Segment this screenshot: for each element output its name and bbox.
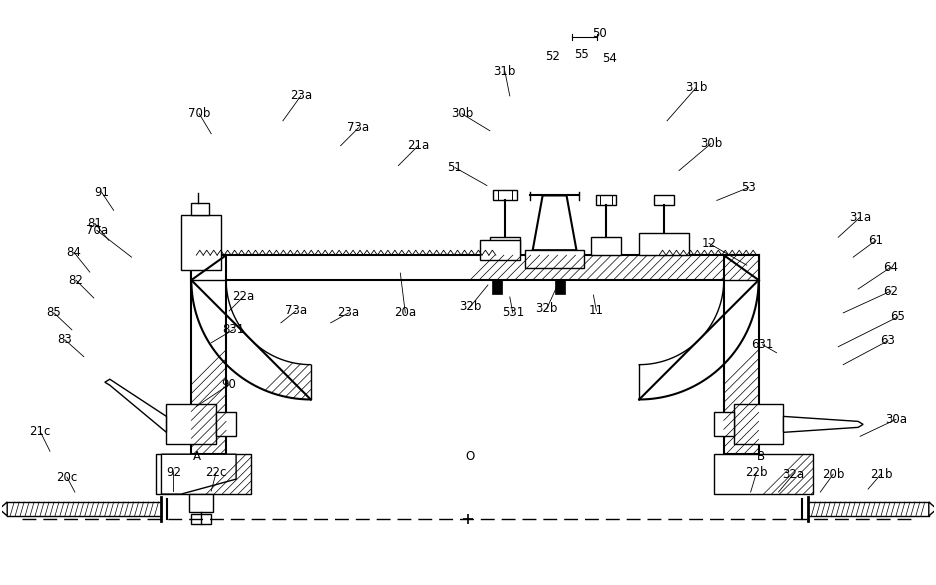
Text: 831: 831 — [222, 324, 244, 336]
Text: 11: 11 — [589, 304, 604, 318]
Text: 531: 531 — [502, 307, 524, 319]
Text: 92: 92 — [166, 466, 181, 479]
Polygon shape — [533, 195, 577, 250]
Text: 30a: 30a — [885, 413, 907, 426]
Text: 22b: 22b — [745, 466, 768, 479]
Text: A: A — [194, 450, 201, 463]
Text: 54: 54 — [602, 51, 617, 64]
Text: 31b: 31b — [685, 81, 707, 94]
Polygon shape — [929, 502, 936, 516]
Bar — [191, 204, 210, 215]
Text: 83: 83 — [57, 333, 72, 346]
Text: 63: 63 — [881, 334, 896, 347]
Bar — [216, 412, 236, 436]
Bar — [525, 250, 584, 268]
Text: 21b: 21b — [870, 467, 892, 481]
Text: 30b: 30b — [700, 137, 722, 150]
Bar — [639, 233, 689, 255]
Bar — [654, 195, 674, 205]
Text: 64: 64 — [884, 261, 899, 274]
Text: 50: 50 — [592, 27, 607, 40]
Bar — [492, 280, 502, 294]
Text: 32b: 32b — [535, 302, 558, 315]
Text: 31a: 31a — [849, 211, 871, 224]
Bar — [493, 191, 517, 201]
Bar — [189, 494, 213, 512]
Text: 62: 62 — [884, 284, 899, 298]
Bar — [191, 514, 212, 524]
Text: B: B — [756, 450, 765, 463]
Text: 90: 90 — [222, 378, 237, 391]
Bar — [156, 454, 251, 494]
Polygon shape — [162, 454, 236, 494]
Text: 22a: 22a — [232, 291, 255, 304]
Text: 51: 51 — [447, 161, 462, 174]
Bar — [592, 238, 622, 255]
Bar — [191, 255, 758, 280]
Text: 65: 65 — [890, 311, 905, 324]
Polygon shape — [783, 417, 863, 432]
Polygon shape — [105, 379, 167, 432]
Text: 20b: 20b — [822, 467, 844, 481]
Text: 21c: 21c — [29, 425, 51, 438]
Bar — [167, 404, 216, 444]
Text: 21a: 21a — [407, 139, 430, 152]
Text: 91: 91 — [95, 186, 110, 199]
Bar — [555, 280, 564, 294]
Text: 84: 84 — [66, 246, 81, 259]
Bar — [714, 412, 734, 436]
Text: 70b: 70b — [188, 108, 211, 121]
Polygon shape — [0, 502, 7, 516]
Bar — [714, 454, 813, 494]
Text: 82: 82 — [68, 274, 83, 287]
Text: 55: 55 — [574, 47, 589, 61]
Bar — [182, 215, 221, 270]
Text: 31b: 31b — [493, 64, 516, 78]
Text: 70a: 70a — [86, 224, 108, 237]
Text: 32a: 32a — [782, 467, 805, 481]
Text: 23a: 23a — [338, 307, 359, 319]
Bar — [480, 240, 519, 260]
Text: 12: 12 — [701, 237, 716, 250]
Bar — [191, 255, 227, 454]
Text: 631: 631 — [752, 338, 774, 351]
Bar — [734, 404, 783, 444]
Text: 23a: 23a — [290, 90, 312, 102]
Text: O: O — [465, 450, 475, 463]
Text: 73a: 73a — [347, 121, 370, 135]
Bar — [724, 255, 758, 454]
Text: 61: 61 — [869, 234, 884, 247]
Bar — [490, 238, 519, 255]
Text: 73a: 73a — [285, 304, 307, 318]
Text: 81: 81 — [87, 217, 102, 230]
Text: 20c: 20c — [56, 470, 78, 484]
Text: 30b: 30b — [451, 108, 474, 121]
Text: 32b: 32b — [459, 301, 481, 314]
Text: 22c: 22c — [206, 466, 227, 479]
Text: 53: 53 — [741, 181, 756, 194]
Text: 85: 85 — [47, 307, 62, 319]
Text: 52: 52 — [545, 50, 560, 63]
Text: 20a: 20a — [394, 307, 417, 319]
Bar — [596, 195, 616, 205]
